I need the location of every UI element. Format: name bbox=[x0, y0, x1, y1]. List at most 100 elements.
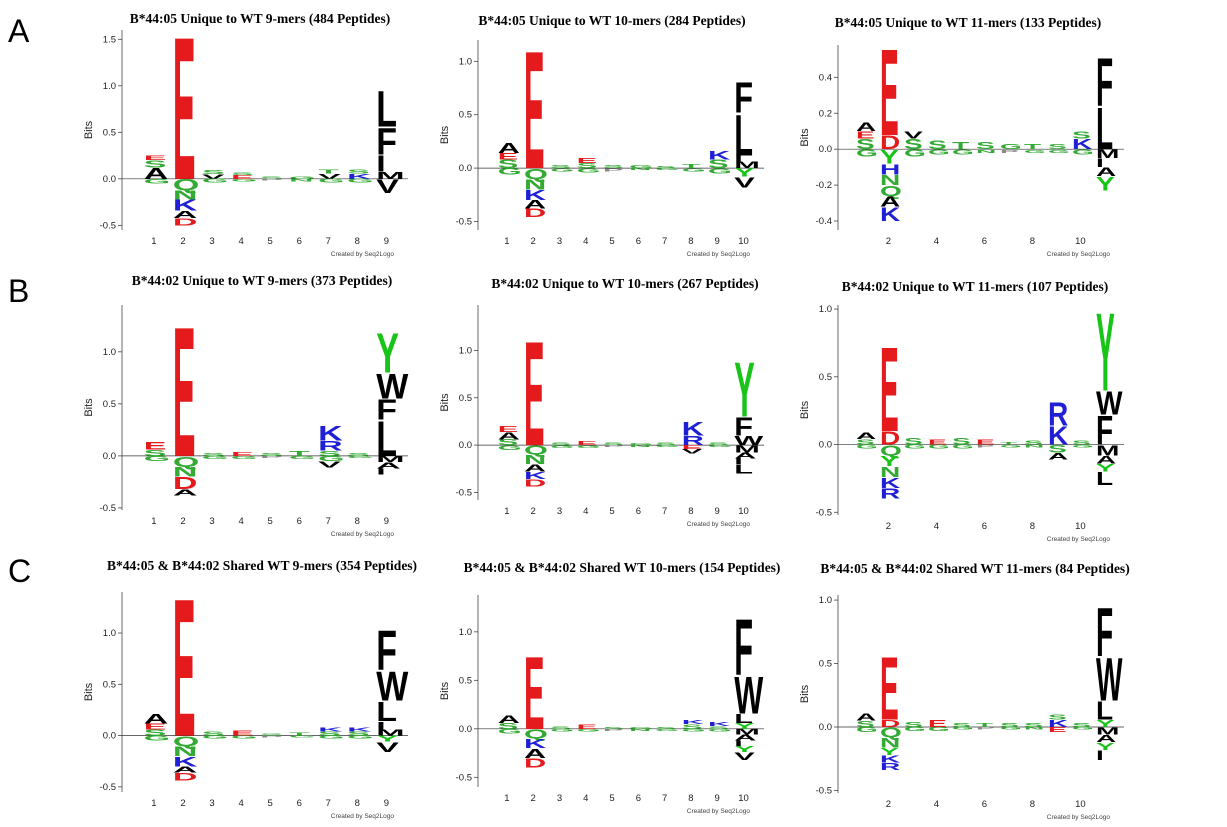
x-tick-label: 3 bbox=[209, 236, 214, 247]
logo-letter: W bbox=[1096, 646, 1123, 714]
logo-letter: G bbox=[629, 164, 653, 169]
logo-letter: G bbox=[347, 735, 373, 740]
logo-letter: T bbox=[952, 141, 969, 152]
x-tick-label: 7 bbox=[326, 516, 331, 527]
logo-letter: Y bbox=[1096, 741, 1115, 752]
y-tick-label: 1.0 bbox=[459, 345, 472, 356]
logo-letter: E bbox=[173, 0, 196, 222]
x-tick-label: 9 bbox=[715, 236, 720, 247]
logo-letter: N bbox=[1024, 727, 1044, 731]
logo-letter: F bbox=[734, 413, 753, 442]
logo-letter: G bbox=[144, 178, 170, 185]
y-tick-label: -0.2 bbox=[816, 180, 832, 191]
logo-letter: G bbox=[904, 444, 926, 450]
logo-chart: B*44:05 & B*44:02 Shared WT 10-mers (154… bbox=[439, 560, 780, 815]
logo-letter: L bbox=[734, 462, 753, 476]
chart-title: B*44:05 Unique to WT 11-mers (133 Peptid… bbox=[835, 15, 1102, 30]
logo-letter: S bbox=[202, 170, 225, 176]
chart-title: B*44:02 Unique to WT 9-mers (373 Peptide… bbox=[132, 273, 393, 288]
logo-letter: K bbox=[318, 727, 343, 733]
logo-letter: A bbox=[880, 193, 900, 209]
logo-letter: A bbox=[1048, 451, 1068, 461]
logo-letter: A bbox=[856, 712, 876, 723]
x-tick-label: 10 bbox=[738, 793, 749, 804]
logo-letter: A bbox=[524, 198, 546, 211]
logo-letter: K bbox=[524, 737, 546, 752]
logo-letter: G bbox=[1000, 143, 1022, 151]
logo-letter: G bbox=[928, 444, 950, 450]
x-tick-label: 4 bbox=[238, 236, 243, 247]
logo-letter: S bbox=[144, 159, 167, 170]
panel-label-c: C bbox=[8, 553, 31, 589]
logo-letter: S bbox=[1024, 723, 1043, 729]
y-tick-label: 0.0 bbox=[103, 451, 116, 462]
logo-letter: S bbox=[655, 726, 675, 729]
logo-letter: G bbox=[498, 444, 522, 451]
x-tick-label: 5 bbox=[609, 506, 614, 517]
logo-letter: T bbox=[289, 450, 310, 458]
logo-chart: B*44:02 Unique to WT 11-mers (107 Peptid… bbox=[799, 279, 1124, 543]
logo-letter: S bbox=[202, 452, 225, 457]
logo-letter: A bbox=[144, 710, 169, 726]
logo-letter: G bbox=[144, 735, 170, 743]
logo-letter: E bbox=[231, 730, 254, 738]
credit-text: Created by Seq2Logo bbox=[1047, 814, 1111, 821]
logo-letter: N bbox=[173, 188, 198, 202]
logo-letter: G bbox=[856, 148, 878, 159]
logo-letter: S bbox=[1072, 130, 1091, 141]
y-tick-label: 1.0 bbox=[819, 304, 832, 315]
logo-letter: Q bbox=[880, 442, 902, 459]
logo-letter: S bbox=[1048, 143, 1067, 151]
logo-letter: P bbox=[260, 735, 283, 738]
logo-letter: S bbox=[550, 725, 571, 730]
y-tick-label: 0.0 bbox=[103, 731, 116, 742]
logo-letter: K bbox=[524, 470, 547, 482]
logo-letter: Q bbox=[524, 166, 548, 182]
logo-letter: D bbox=[880, 132, 900, 154]
logo-letter: F bbox=[734, 602, 753, 692]
y-tick-label: 0.5 bbox=[459, 110, 472, 121]
logo-letter: G bbox=[1000, 727, 1022, 731]
x-tick-label: 8 bbox=[355, 798, 360, 809]
logo-chart: B*44:05 Unique to WT 9-mers (484 Peptide… bbox=[83, 0, 408, 258]
logo-letter: S bbox=[318, 731, 341, 737]
credit-text: Created by Seq2Logo bbox=[687, 521, 751, 528]
logo-letter: S bbox=[1000, 723, 1019, 729]
logo-letter: G bbox=[708, 445, 732, 448]
logo-letter: K bbox=[1072, 136, 1092, 152]
x-tick-label: 6 bbox=[297, 236, 302, 247]
logo-letter: S bbox=[260, 452, 283, 457]
logo-letter: R bbox=[880, 761, 900, 772]
chart-title: B*44:05 & B*44:02 Shared WT 11-mers (84 … bbox=[820, 561, 1129, 576]
x-tick-label: 1 bbox=[504, 236, 509, 247]
x-tick-label: 6 bbox=[636, 236, 641, 247]
x-tick-label: 9 bbox=[384, 236, 389, 247]
logo-letter: M bbox=[734, 160, 760, 170]
x-tick-label: 2 bbox=[180, 798, 185, 809]
logo-letter: K bbox=[682, 719, 704, 725]
logo-letter: V bbox=[734, 750, 755, 762]
logo-letter: S bbox=[347, 169, 370, 175]
logo-letter: G bbox=[1024, 149, 1046, 154]
logo-letter: F bbox=[1096, 594, 1113, 671]
logo-letter: Y bbox=[880, 453, 899, 470]
x-tick-label: 4 bbox=[583, 236, 588, 247]
logo-letter: Y bbox=[734, 346, 755, 434]
y-axis-label: Bits bbox=[439, 681, 451, 700]
logo-letter: N bbox=[880, 464, 900, 481]
chart-title: B*44:05 & B*44:02 Shared WT 9-mers (354 … bbox=[107, 558, 417, 573]
logo-letter: T bbox=[682, 163, 701, 170]
logo-letter: M bbox=[376, 455, 404, 464]
logo-letter: G bbox=[202, 455, 228, 460]
logo-letter: T bbox=[318, 169, 339, 175]
x-tick-label: 10 bbox=[1075, 521, 1086, 532]
logo-letter: E bbox=[928, 438, 947, 446]
logo-chart: B*44:05 Unique to WT 10-mers (284 Peptid… bbox=[439, 13, 764, 258]
x-tick-label: 9 bbox=[384, 516, 389, 527]
logo-letter: G bbox=[577, 728, 601, 733]
x-tick-label: 2 bbox=[531, 236, 536, 247]
x-tick-label: 6 bbox=[982, 521, 987, 532]
logo-letter: G bbox=[289, 455, 315, 460]
logo-letter: V bbox=[376, 739, 400, 755]
logo-letter: D bbox=[173, 771, 198, 783]
